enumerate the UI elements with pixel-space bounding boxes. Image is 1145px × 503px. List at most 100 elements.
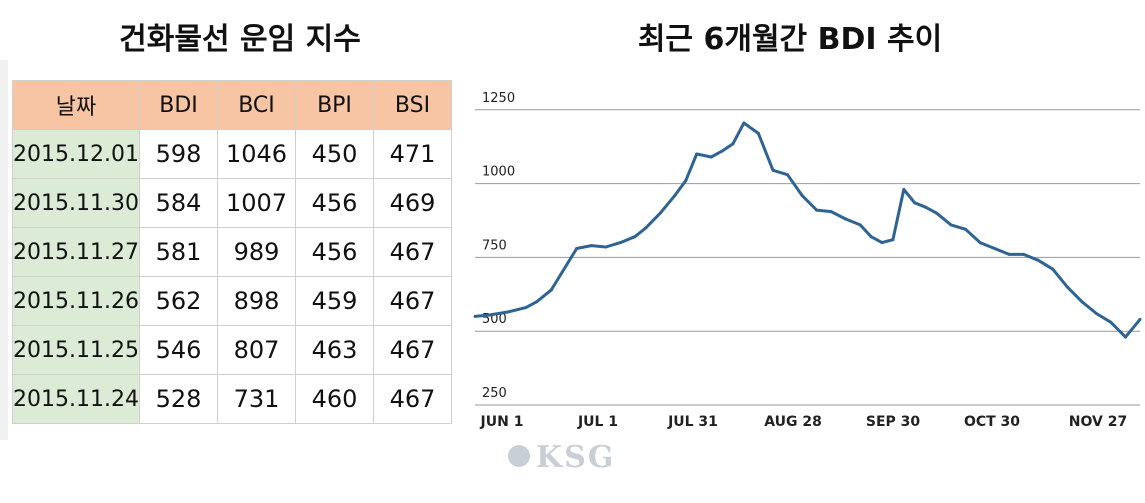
data-point <box>1007 252 1011 256</box>
ksg-logo: KSG <box>508 440 648 475</box>
data-point <box>535 300 539 304</box>
header-date: 날짜 <box>12 80 140 130</box>
cell-bdi: 562 <box>139 276 218 326</box>
data-point <box>618 241 622 245</box>
table-row: 2015.12.01 598 1046 450 471 <box>12 129 452 179</box>
data-point <box>880 241 884 245</box>
cell-bpi: 456 <box>295 178 374 228</box>
data-point <box>695 152 699 156</box>
cell-bpi: 450 <box>295 129 374 179</box>
y-tick-label: 250 <box>482 386 507 401</box>
data-point <box>815 208 819 212</box>
header-bdi: BDI <box>139 80 218 130</box>
data-point <box>858 223 862 227</box>
data-point <box>658 211 662 215</box>
table-row: 2015.11.25 546 807 463 467 <box>12 325 452 375</box>
left-edge-strip <box>0 60 8 440</box>
cell-bsi: 469 <box>373 178 452 228</box>
cell-bci: 1007 <box>217 178 296 228</box>
y-tick-label: 1250 <box>482 91 515 106</box>
x-tick-label: JUL 31 <box>667 414 718 430</box>
data-point <box>731 142 735 146</box>
data-point <box>1051 267 1055 271</box>
header-bsi: BSI <box>373 80 452 130</box>
cell-date: 2015.11.26 <box>12 276 140 326</box>
cell-bsi: 467 <box>373 374 452 424</box>
data-point <box>575 247 579 250</box>
data-point <box>891 238 895 242</box>
cell-date: 2015.12.01 <box>12 129 140 179</box>
cell-bpi: 456 <box>295 227 374 277</box>
table-row: 2015.11.27 581 989 456 467 <box>12 227 452 277</box>
x-tick-label: SEP 30 <box>866 414 921 430</box>
cell-bpi: 459 <box>295 276 374 326</box>
cell-bdi: 584 <box>139 178 218 228</box>
cell-date: 2015.11.24 <box>12 374 140 424</box>
data-point <box>800 193 804 197</box>
header-bci: BCI <box>217 80 296 130</box>
data-point <box>1022 252 1026 256</box>
x-tick-label: NOV 27 <box>1069 414 1127 430</box>
table-header-row: 날짜 BDI BCI BPI BSI <box>12 80 452 130</box>
data-point <box>488 313 491 317</box>
data-point <box>1094 312 1098 315</box>
logo-text: KSG <box>536 440 616 475</box>
cell-date: 2015.11.25 <box>12 325 140 375</box>
cell-bpi: 463 <box>295 325 374 375</box>
cell-date: 2015.11.30 <box>12 178 140 228</box>
cell-bsi: 467 <box>373 325 452 375</box>
header-bpi: BPI <box>295 80 374 130</box>
data-point <box>604 245 608 249</box>
cell-bci: 731 <box>217 374 296 424</box>
data-point <box>869 235 873 239</box>
data-point <box>978 241 982 245</box>
cell-bsi: 467 <box>373 227 452 277</box>
cell-bci: 989 <box>217 227 296 277</box>
ksg-seal-icon <box>508 445 530 467</box>
data-point <box>549 288 553 292</box>
cell-bdi: 598 <box>139 129 218 179</box>
bdi-line-chart: 250 500 750 1000 1250 JUN 1 JUL 1 JUL 31 AUG 28 S… <box>470 75 1145 435</box>
data-point <box>1036 258 1040 262</box>
data-point <box>709 155 713 159</box>
data-point <box>1138 317 1142 321</box>
freight-index-table: 날짜 BDI BCI BPI BSI 2015.12.01 598 1046 4… <box>12 80 452 424</box>
x-tick-label: JUN 1 <box>480 414 524 430</box>
cell-bsi: 471 <box>373 129 452 179</box>
cell-bdi: 528 <box>139 374 218 424</box>
data-point <box>1109 320 1113 324</box>
data-point <box>589 244 593 248</box>
data-point <box>902 188 906 191</box>
x-tick-label: JUL 1 <box>577 414 618 430</box>
data-point <box>684 179 688 183</box>
data-point <box>913 201 917 205</box>
data-point <box>720 149 724 153</box>
cell-bci: 898 <box>217 276 296 326</box>
data-point <box>993 247 997 250</box>
data-point <box>756 131 760 135</box>
data-point <box>524 306 528 310</box>
bdi-series-line <box>474 121 1142 339</box>
data-point <box>1065 285 1069 289</box>
table-row: 2015.11.26 562 898 459 467 <box>12 276 452 326</box>
data-point <box>924 205 928 209</box>
cell-bdi: 546 <box>139 325 218 375</box>
chart-title: 최근 6개월간 BDI 추이 <box>637 22 943 57</box>
data-point <box>742 121 746 125</box>
data-point <box>771 168 775 172</box>
cell-date: 2015.11.27 <box>12 227 140 277</box>
y-tick-label: 750 <box>482 238 507 253</box>
data-point <box>1124 335 1127 339</box>
data-point <box>633 235 637 239</box>
data-point <box>644 226 648 230</box>
cell-bdi: 581 <box>139 227 218 277</box>
cell-bci: 1046 <box>217 129 296 179</box>
x-tick-label: OCT 30 <box>964 414 1020 430</box>
cell-bsi: 467 <box>373 276 452 326</box>
data-point <box>1080 300 1084 304</box>
table-row: 2015.11.24 528 731 460 467 <box>12 374 452 424</box>
data-point <box>964 227 968 231</box>
table-row: 2015.11.30 584 1007 456 469 <box>12 178 452 228</box>
x-tick-label: AUG 28 <box>764 414 822 430</box>
